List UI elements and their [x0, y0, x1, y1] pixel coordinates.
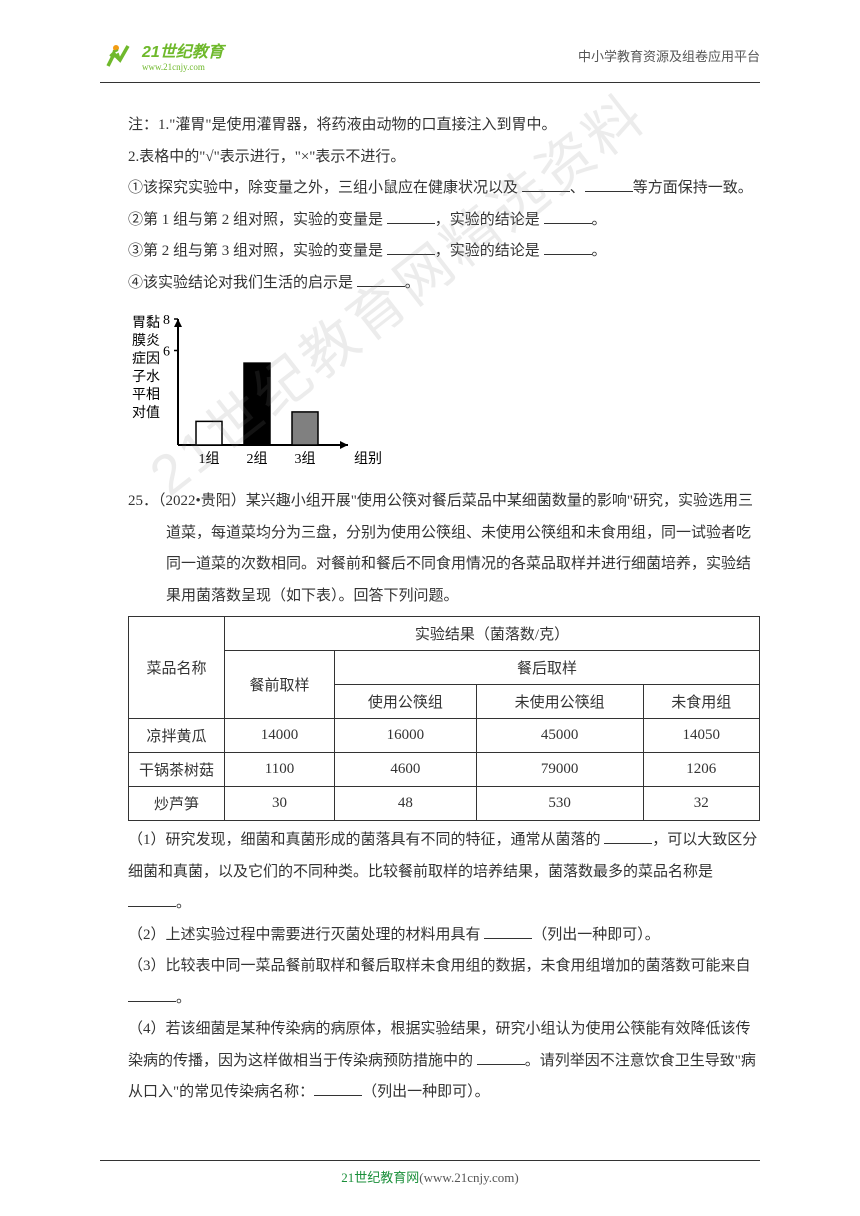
- svg-text:6: 6: [163, 345, 170, 360]
- q1-text-c: 等方面保持一致。: [633, 180, 753, 196]
- blank[interactable]: [522, 179, 570, 193]
- q4-text-a: ④该实验结论对我们生活的启示是: [128, 275, 357, 291]
- q3-text-a: ③第 2 组与第 3 组对照，实验的变量是: [128, 243, 387, 259]
- header-right-text: 中小学教育资源及组卷应用平台: [578, 46, 760, 65]
- blank[interactable]: [314, 1083, 362, 1097]
- text: （2）上述实验过程中需要进行灭菌处理的材料用具有: [128, 927, 484, 943]
- cell: 16000: [335, 719, 477, 753]
- svg-text:对值: 对值: [132, 405, 160, 421]
- svg-text:3组: 3组: [295, 451, 316, 467]
- note-2: 2.表格中的"√"表示进行，"×"表示不进行。: [100, 142, 760, 174]
- q25-sub4: （4）若该细菌是某种传染病的病原体，根据实验结果，研究小组认为使用公筷能有效降低…: [100, 1014, 760, 1109]
- cell: 14050: [643, 719, 759, 753]
- blank[interactable]: [128, 988, 176, 1002]
- logo-icon: [100, 36, 138, 74]
- cell: 48: [335, 787, 477, 821]
- text: 。: [176, 990, 191, 1006]
- q4-text-b: 。: [405, 275, 420, 291]
- chart-svg: 6 8胃黏膜炎症因子水平相对值 1组 2组 3组 组别: [128, 305, 388, 475]
- cell: 79000: [476, 753, 643, 787]
- sub-question-2: ②第 1 组与第 2 组对照，实验的变量是 ，实验的结论是 。: [100, 205, 760, 237]
- footer-brand: 21世纪教育网: [341, 1170, 419, 1185]
- blank[interactable]: [357, 273, 405, 287]
- page-header: 21世纪教育 www.21cnjy.com 中小学教育资源及组卷应用平台: [0, 30, 860, 80]
- logo: 21世纪教育 www.21cnjy.com: [100, 36, 224, 74]
- cell: 干锅茶树菇: [129, 753, 225, 787]
- sub-question-4: ④该实验结论对我们生活的启示是 。: [100, 268, 760, 300]
- blank[interactable]: [604, 831, 652, 845]
- q25-sub3: （3）比较表中同一菜品餐前取样和餐后取样未食用组的数据，未食用组增加的菌落数可能…: [100, 951, 760, 1014]
- logo-text-top: 21世纪教育: [142, 38, 224, 62]
- svg-text:症因: 症因: [132, 351, 160, 367]
- table-row: 凉拌黄瓜 14000 16000 45000 14050: [129, 719, 760, 753]
- col-after: 餐后取样: [335, 651, 760, 685]
- blank[interactable]: [544, 210, 592, 224]
- q25-number: 25．: [128, 493, 158, 509]
- blank[interactable]: [477, 1051, 525, 1065]
- cell: 530: [476, 787, 643, 821]
- col-uneaten: 未食用组: [643, 685, 759, 719]
- cell: 14000: [225, 719, 335, 753]
- q3-text-c: 。: [592, 243, 607, 259]
- svg-text:组别: 组别: [354, 451, 382, 467]
- table-row: 干锅茶树菇 1100 4600 79000 1206: [129, 753, 760, 787]
- blank[interactable]: [484, 925, 532, 939]
- cell: 30: [225, 787, 335, 821]
- q25-sub2: （2）上述实验过程中需要进行灭菌处理的材料用具有 （列出一种即可）。: [100, 920, 760, 952]
- text: （列出一种即可）。: [532, 927, 660, 943]
- col-shared: 使用公筷组: [335, 685, 477, 719]
- header-rule: [100, 82, 760, 83]
- svg-text:1组: 1组: [199, 451, 220, 467]
- q25-sub1: （1）研究发现，细菌和真菌形成的菌落具有不同的特征，通常从菌落的 ，可以大致区分…: [100, 825, 760, 920]
- text: （列出一种即可）。: [362, 1084, 490, 1100]
- col-not-shared: 未使用公筷组: [476, 685, 643, 719]
- cell: 32: [643, 787, 759, 821]
- cell: 1100: [225, 753, 335, 787]
- cell: 45000: [476, 719, 643, 753]
- logo-text-bottom: www.21cnjy.com: [142, 62, 224, 72]
- blank[interactable]: [128, 894, 176, 908]
- blank[interactable]: [585, 179, 633, 193]
- question-25: 25．（2022•贵阳）某兴趣小组开展"使用公筷对餐后菜品中某细菌数量的影响"研…: [100, 486, 760, 612]
- svg-text:胃黏: 胃黏: [132, 315, 160, 331]
- table-row: 菜品名称 实验结果（菌落数/克）: [129, 617, 760, 651]
- q2-text-b: ，实验的结论是: [435, 212, 544, 228]
- q25-source: （2022•贵阳）: [158, 493, 246, 509]
- svg-text:膜炎: 膜炎: [132, 333, 160, 349]
- text: （1）研究发现，细菌和真菌形成的菌落具有不同的特征，通常从菌落的: [128, 832, 604, 848]
- page-footer: 21世纪教育网(www.21cnjy.com): [100, 1160, 760, 1186]
- q2-text-a: ②第 1 组与第 2 组对照，实验的变量是: [128, 212, 387, 228]
- cell: 1206: [643, 753, 759, 787]
- q2-text-c: 。: [592, 212, 607, 228]
- cell: 4600: [335, 753, 477, 787]
- results-table: 菜品名称 实验结果（菌落数/克） 餐前取样 餐后取样 使用公筷组 未使用公筷组 …: [128, 616, 760, 821]
- cell: 凉拌黄瓜: [129, 719, 225, 753]
- svg-text:平相: 平相: [132, 387, 160, 403]
- text: （3）比较表中同一菜品餐前取样和餐后取样未食用组的数据，未食用组增加的菌落数可能…: [128, 958, 751, 974]
- q25-intro-text: 某兴趣小组开展"使用公筷对餐后菜品中某细菌数量的影响"研究，实验选用三道菜，每道…: [166, 493, 753, 604]
- blank[interactable]: [387, 210, 435, 224]
- content-area: 注：1."灌胃"是使用灌胃器，将药液由动物的口直接注入到胃中。 2.表格中的"√…: [100, 110, 760, 1109]
- col-dish-name: 菜品名称: [129, 617, 225, 719]
- svg-text:8: 8: [163, 313, 170, 328]
- q1-text-a: ①该探究实验中，除变量之外，三组小鼠应在健康状况以及: [128, 180, 522, 196]
- text: 。: [176, 895, 191, 911]
- cell: 炒芦笋: [129, 787, 225, 821]
- col-results: 实验结果（菌落数/克）: [225, 617, 760, 651]
- table-row: 炒芦笋 30 48 530 32: [129, 787, 760, 821]
- bar-chart: 6 8胃黏膜炎症因子水平相对值 1组 2组 3组 组别: [128, 305, 760, 480]
- footer-url: (www.21cnjy.com): [419, 1170, 518, 1185]
- col-before: 餐前取样: [225, 651, 335, 719]
- blank[interactable]: [544, 242, 592, 256]
- sub-question-1: ①该探究实验中，除变量之外，三组小鼠应在健康状况以及 、 等方面保持一致。: [100, 173, 760, 205]
- sub-question-3: ③第 2 组与第 3 组对照，实验的变量是 ，实验的结论是 。: [100, 236, 760, 268]
- q3-text-b: ，实验的结论是: [435, 243, 544, 259]
- svg-text:2组: 2组: [247, 451, 268, 467]
- q1-text-b: 、: [570, 180, 585, 196]
- note-1: 注：1."灌胃"是使用灌胃器，将药液由动物的口直接注入到胃中。: [100, 110, 760, 142]
- blank[interactable]: [387, 242, 435, 256]
- svg-text:子水: 子水: [132, 369, 160, 385]
